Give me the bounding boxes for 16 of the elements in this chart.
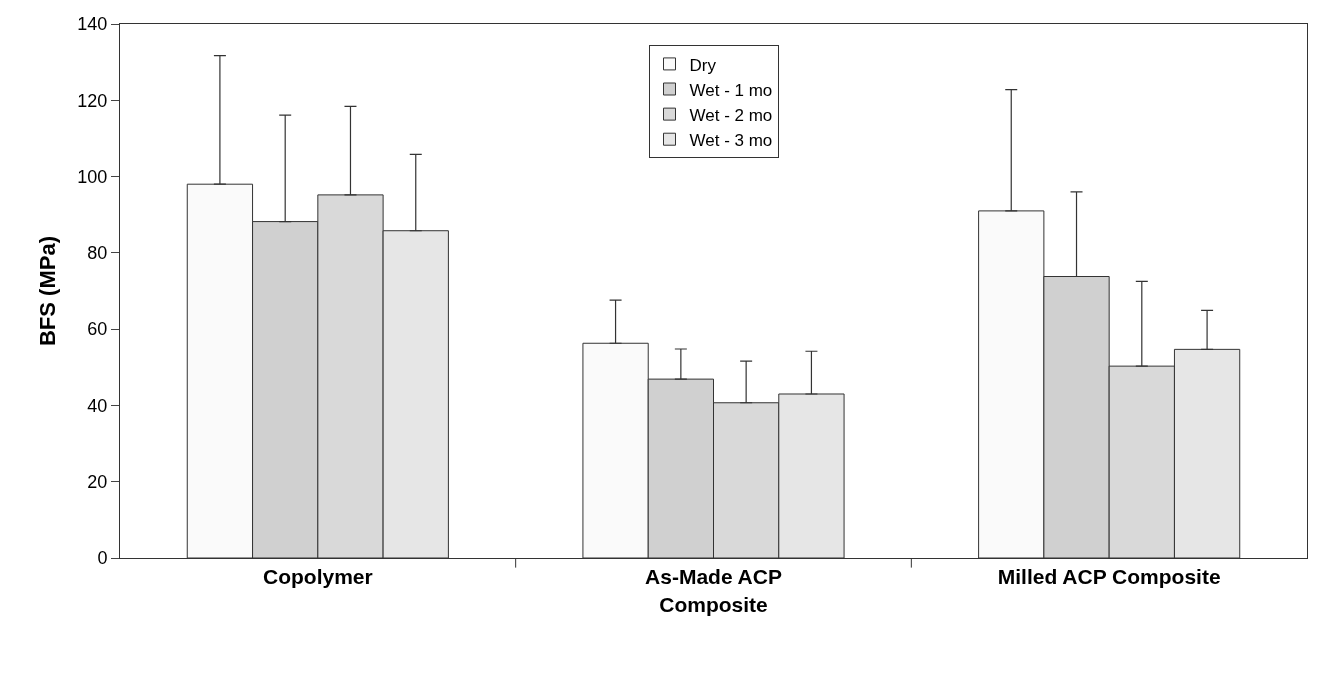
legend-label: Wet - 3 mo	[689, 130, 773, 150]
x-tick-label: As-Made ACP Composite	[645, 565, 782, 616]
y-tick-label: 20	[87, 472, 108, 493]
legend-label: Wet - 1 mo	[689, 80, 773, 100]
x-tick-label: Milled ACP Composite	[997, 565, 1221, 589]
y-axis-title: BFS (MPa)	[35, 236, 61, 346]
y-tick-label: 60	[87, 319, 108, 340]
y-tick-label: 0	[97, 548, 108, 569]
y-tick-label: 40	[87, 395, 108, 416]
y-tick-label: 100	[77, 166, 108, 187]
y-tick-label: 120	[77, 90, 108, 111]
y-tick-label: 80	[87, 243, 108, 264]
x-tick-label: Copolymer	[262, 565, 373, 589]
legend-label: Wet - 2 mo	[689, 105, 773, 125]
y-tick-label: 140	[77, 14, 108, 35]
legend-label: Dry	[689, 55, 717, 75]
